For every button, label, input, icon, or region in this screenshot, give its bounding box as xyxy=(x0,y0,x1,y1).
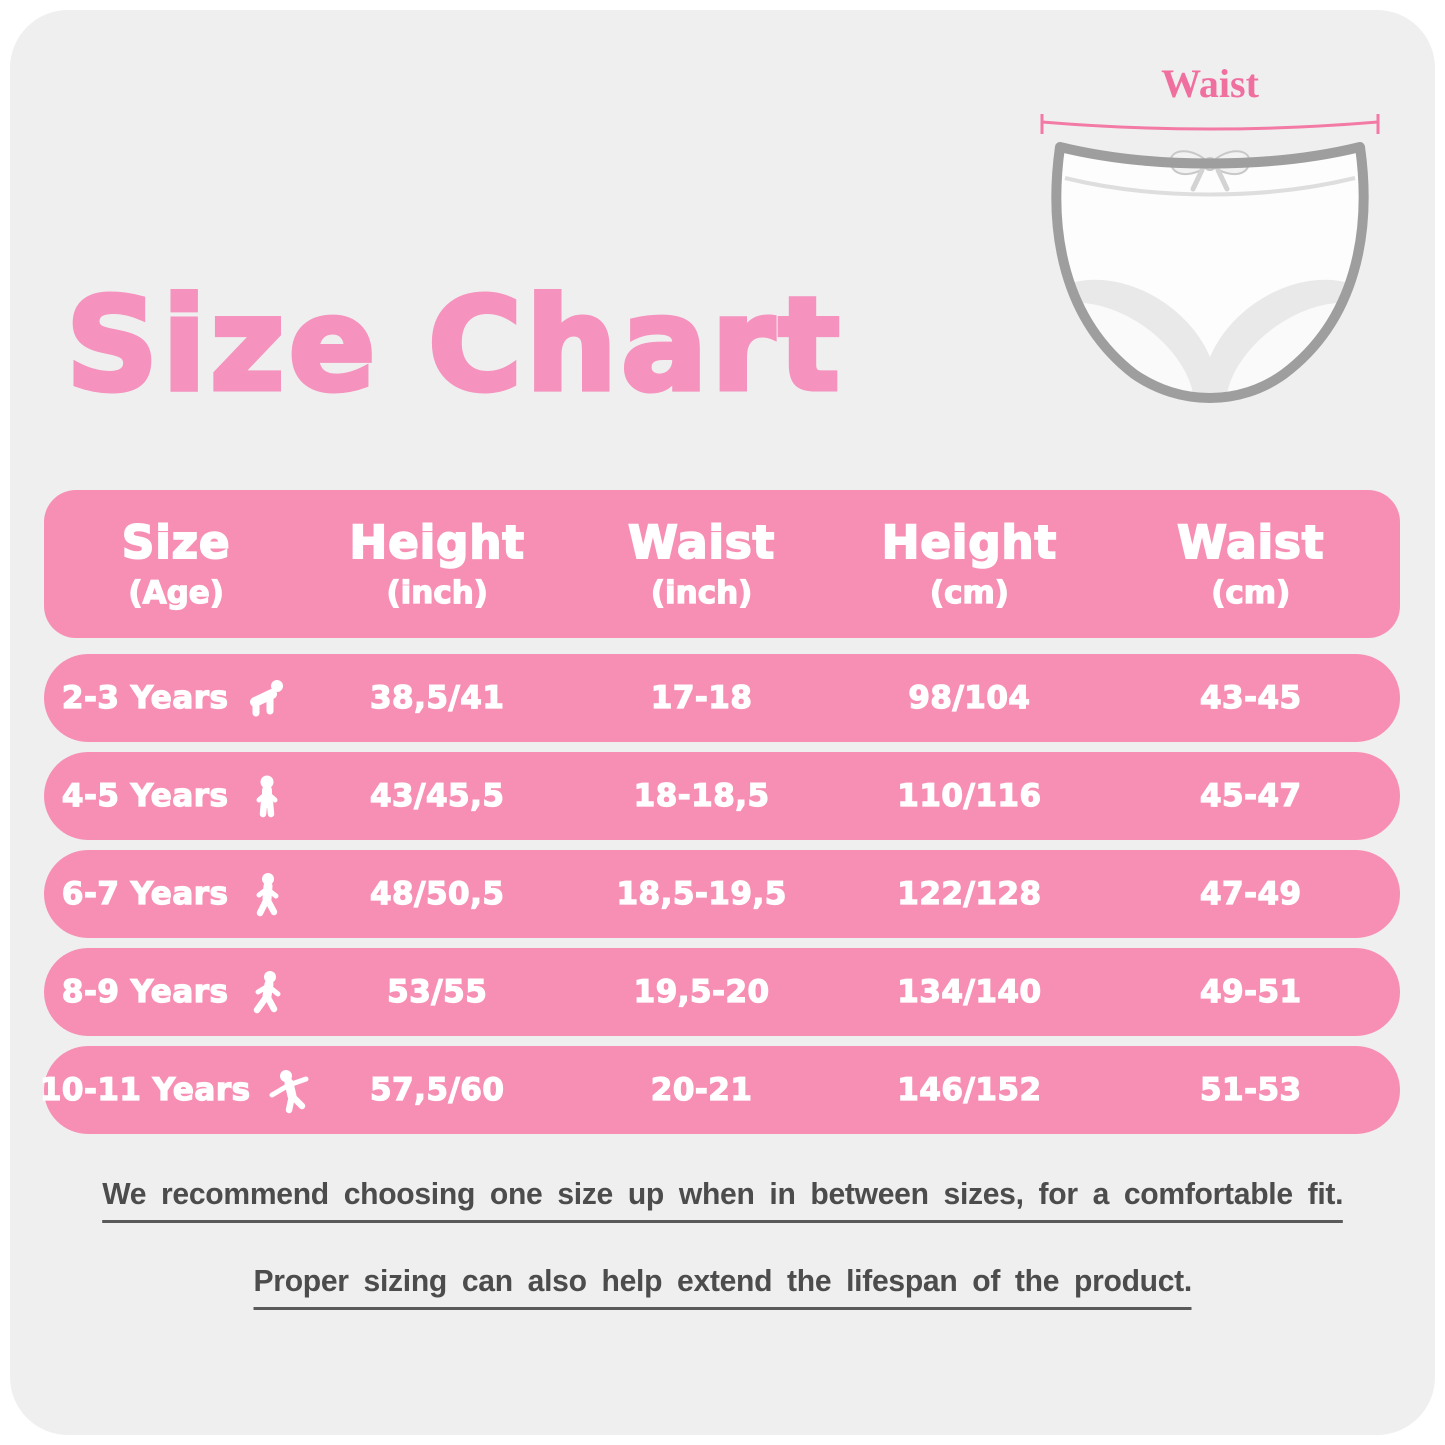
height-inch-value: 43/45,5 xyxy=(369,777,505,814)
waist-measure-label: Waist xyxy=(1161,61,1259,106)
age-cell: 4-5 Years xyxy=(44,772,308,820)
age-label: 8-9 Years xyxy=(61,973,229,1010)
height-cm-value: 110/116 xyxy=(897,777,1042,814)
height-inch-value: 48/50,5 xyxy=(369,875,505,912)
striding-child-icon xyxy=(243,968,291,1016)
measure-ticks xyxy=(1040,114,1380,134)
age-label: 6-7 Years xyxy=(61,875,229,912)
standing-toddler-icon xyxy=(243,772,291,820)
crawling-baby-icon xyxy=(243,674,291,722)
height-cm-value: 98/104 xyxy=(908,679,1031,716)
waist-cm-value: 49-51 xyxy=(1199,973,1302,1010)
age-label: 2-3 Years xyxy=(61,679,229,716)
height-inch-value: 53/55 xyxy=(387,973,488,1010)
waist-inch-value: 18,5-19,5 xyxy=(616,875,787,912)
waist-inch-value: 19,5-20 xyxy=(633,973,770,1010)
table-row-2-3-years: 2-3 Years 38,5/41 17-18 98/104 43-45 xyxy=(44,654,1400,742)
table-row-4-5-years: 4-5 Years 43/45,5 18-18,5 110/116 45-47 xyxy=(44,752,1400,840)
age-cell: 6-7 Years xyxy=(44,870,308,918)
height-inch-value: 38,5/41 xyxy=(369,679,505,716)
dancing-child-icon xyxy=(265,1066,313,1114)
height-cm-value: 122/128 xyxy=(897,875,1042,912)
waist-cm-value: 45-47 xyxy=(1199,777,1302,814)
table-header-row: Size (Age) Height (inch) Waist (inch) He… xyxy=(44,490,1400,638)
header-waist-cm: Waist (cm) xyxy=(1176,516,1325,611)
size-table: Size (Age) Height (inch) Waist (inch) He… xyxy=(39,490,1400,1144)
briefs-outline xyxy=(1051,142,1369,403)
header-height-cm: Height (cm) xyxy=(881,516,1058,611)
age-cell: 2-3 Years xyxy=(44,674,308,722)
walking-child-icon xyxy=(243,870,291,918)
sizing-note-2-text: Proper sizing can also help extend the l… xyxy=(253,1263,1192,1310)
sizing-note-2: Proper sizing can also help extend the l… xyxy=(0,1263,1445,1310)
table-row-10-11-years: 10-11 Years 57,5/60 20-21 146/152 51-53 xyxy=(39,1046,1400,1134)
header-height-inch: Height (inch) xyxy=(349,516,525,611)
waist-inch-value: 20-21 xyxy=(650,1071,753,1108)
waist-inch-value: 17-18 xyxy=(650,679,753,716)
measure-line xyxy=(1041,120,1379,131)
age-cell: 10-11 Years xyxy=(39,1066,309,1114)
waist-cm-value: 51-53 xyxy=(1199,1071,1302,1108)
height-cm-value: 146/152 xyxy=(897,1071,1042,1108)
age-label: 4-5 Years xyxy=(61,777,229,814)
waistband-line xyxy=(1064,176,1356,197)
waist-cm-value: 47-49 xyxy=(1199,875,1302,912)
sizing-note-1-text: We recommend choosing one size up when i… xyxy=(101,1176,1343,1223)
header-waist-inch: Waist (inch) xyxy=(627,516,776,611)
age-cell: 8-9 Years xyxy=(44,968,308,1016)
height-cm-value: 134/140 xyxy=(897,973,1042,1010)
table-row-8-9-years: 8-9 Years 53/55 19,5-20 134/140 49-51 xyxy=(44,948,1400,1036)
waist-inch-value: 18-18,5 xyxy=(633,777,770,814)
table-row-6-7-years: 6-7 Years 48/50,5 18,5-19,5 122/128 47-4… xyxy=(44,850,1400,938)
header-size-age: Size (Age) xyxy=(121,516,231,611)
age-label: 10-11 Years xyxy=(39,1071,251,1108)
underwear-briefs-icon xyxy=(1040,114,1380,403)
height-inch-value: 57,5/60 xyxy=(369,1071,505,1108)
waist-measurement-illustration: Waist xyxy=(1020,52,1400,462)
sizing-note-1: We recommend choosing one size up when i… xyxy=(0,1176,1445,1223)
page-title: Size Chart xyxy=(64,271,844,420)
waist-cm-value: 43-45 xyxy=(1199,679,1302,716)
